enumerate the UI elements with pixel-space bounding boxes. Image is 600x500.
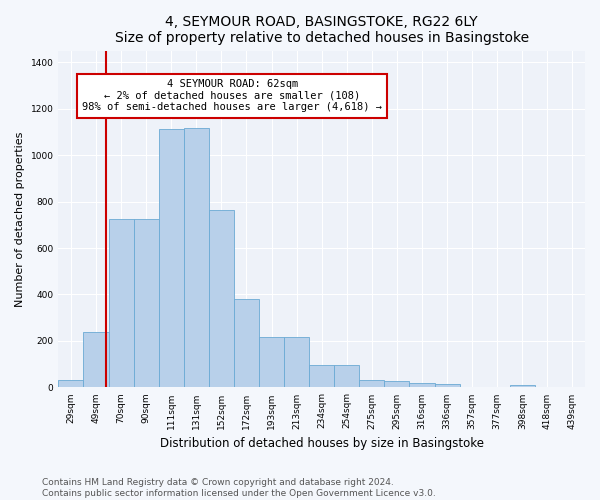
Bar bbox=[159, 129, 184, 388]
Bar bbox=[309, 365, 334, 388]
X-axis label: Distribution of detached houses by size in Basingstoke: Distribution of detached houses by size … bbox=[160, 437, 484, 450]
Y-axis label: Number of detached properties: Number of detached properties bbox=[15, 132, 25, 306]
Bar bbox=[385, 381, 409, 388]
Bar bbox=[409, 383, 434, 388]
Bar bbox=[209, 210, 234, 388]
Bar bbox=[134, 218, 159, 388]
Bar bbox=[284, 337, 309, 388]
Bar bbox=[359, 380, 385, 388]
Bar bbox=[234, 299, 259, 388]
Bar bbox=[83, 332, 109, 388]
Bar bbox=[434, 384, 460, 388]
Bar bbox=[259, 337, 284, 388]
Text: Contains HM Land Registry data © Crown copyright and database right 2024.
Contai: Contains HM Land Registry data © Crown c… bbox=[42, 478, 436, 498]
Bar bbox=[109, 218, 134, 388]
Text: 4 SEYMOUR ROAD: 62sqm
← 2% of detached houses are smaller (108)
98% of semi-deta: 4 SEYMOUR ROAD: 62sqm ← 2% of detached h… bbox=[82, 79, 382, 112]
Bar bbox=[184, 128, 209, 388]
Bar bbox=[334, 365, 359, 388]
Bar bbox=[58, 380, 83, 388]
Title: 4, SEYMOUR ROAD, BASINGSTOKE, RG22 6LY
Size of property relative to detached hou: 4, SEYMOUR ROAD, BASINGSTOKE, RG22 6LY S… bbox=[115, 15, 529, 45]
Bar bbox=[510, 385, 535, 388]
